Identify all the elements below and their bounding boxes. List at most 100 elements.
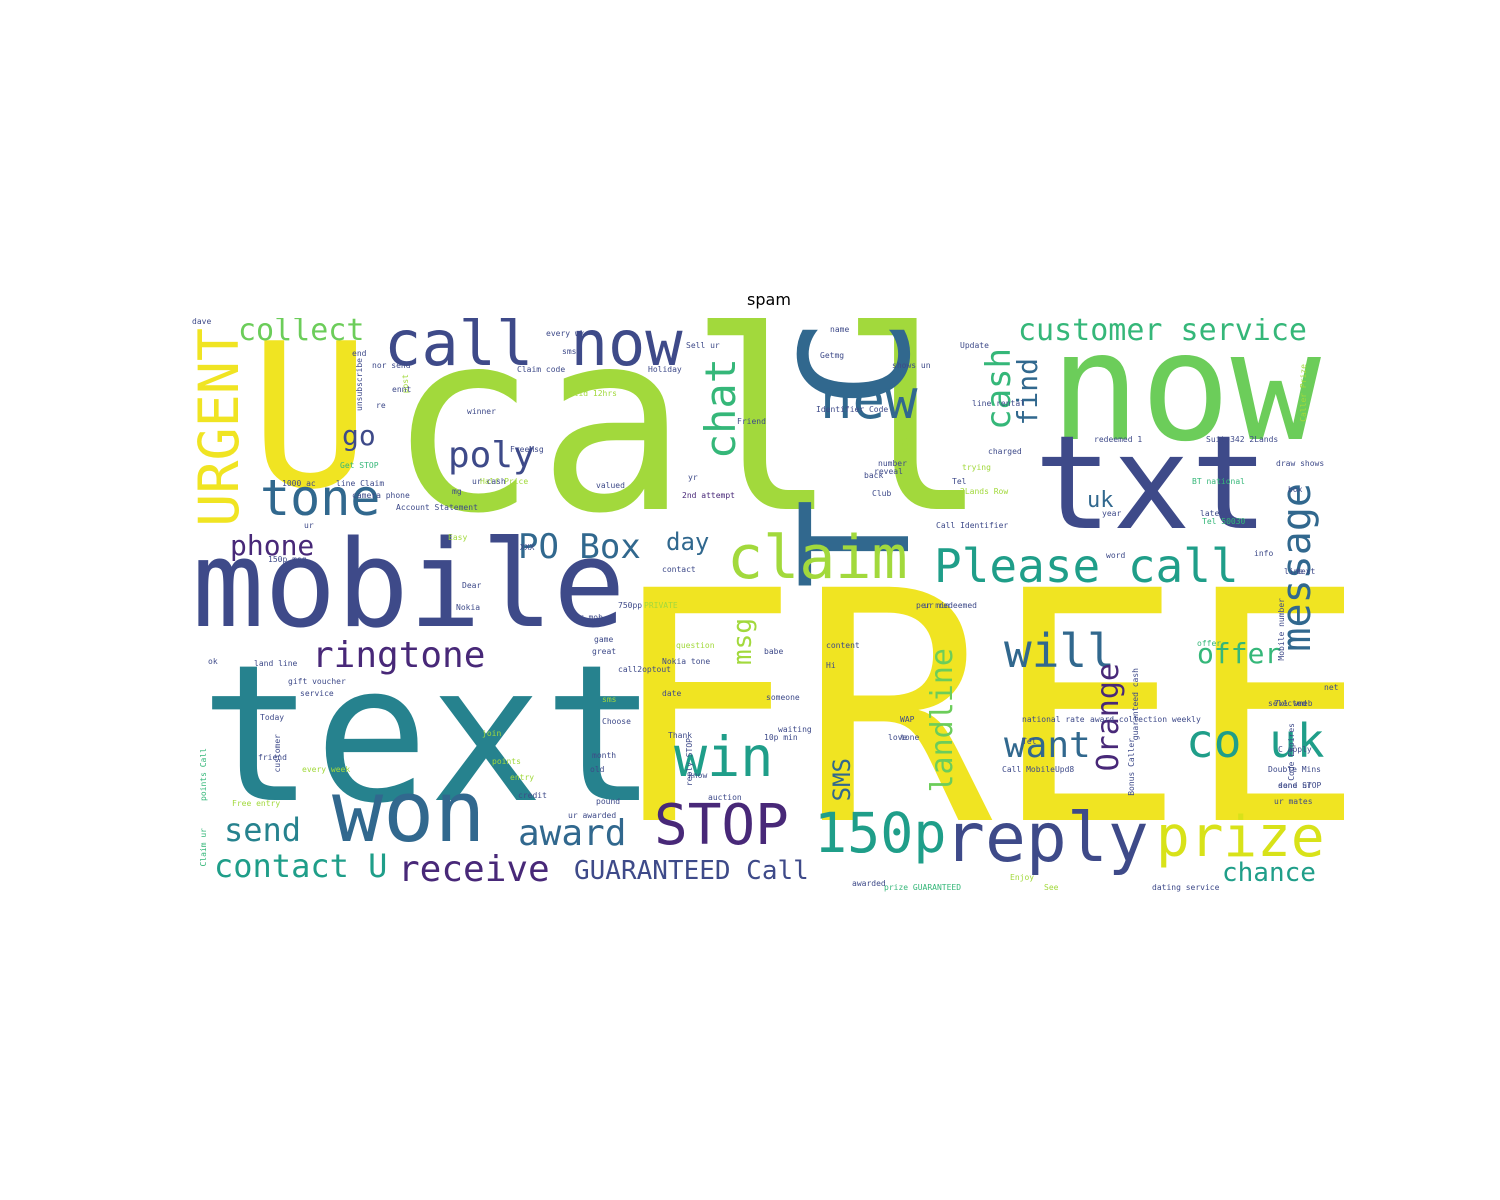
cloud-word: ur awarded	[568, 811, 617, 820]
cloud-word: Nokia	[456, 603, 481, 612]
cloud-word: Dear	[462, 581, 482, 590]
cloud-word: find	[1011, 358, 1044, 426]
cloud-word: reply	[944, 799, 1149, 878]
cloud-word: ur redeemed	[924, 601, 977, 610]
cloud-word: Nokia tone	[662, 657, 711, 666]
cloud-word: SMS	[828, 758, 856, 802]
cloud-word: day	[666, 528, 710, 556]
cloud-word: line rental	[972, 399, 1025, 408]
cloud-word: info	[1254, 549, 1274, 558]
cloud-word: 150p	[814, 801, 947, 865]
cloud-word: chance	[1222, 858, 1316, 888]
cloud-word: See	[1044, 883, 1059, 892]
cloud-word: Mobile number	[1277, 598, 1286, 661]
cloud-word: national rate	[1022, 715, 1085, 724]
cloud-word: nor send	[372, 361, 411, 370]
cloud-word: phone	[230, 529, 315, 562]
cloud-word: Club	[872, 489, 892, 498]
cloud-word: reveal	[874, 467, 903, 476]
cloud-word: URGENT	[192, 328, 251, 527]
figure-title: spam	[747, 290, 791, 309]
cloud-word: award collection weekly	[1090, 715, 1201, 724]
cloud-word: send STOP	[1278, 781, 1322, 790]
cloud-word: send	[224, 811, 302, 849]
cloud-word: content	[826, 641, 860, 650]
cloud-word: ur cash	[472, 477, 506, 486]
cloud-word: Today	[260, 713, 285, 722]
cloud-word: Getmg	[820, 351, 845, 360]
cloud-word: tone	[260, 469, 381, 527]
cloud-word: claim	[727, 523, 908, 593]
cloud-word: win	[674, 725, 774, 789]
cloud-word: text	[200, 624, 658, 845]
cloud-word: join	[482, 729, 502, 738]
cloud-word: Call MobileUpd8	[1002, 765, 1075, 774]
cloud-word: ennt	[392, 385, 412, 394]
cloud-word: co uk	[1186, 714, 1325, 768]
cloud-word: per min	[916, 601, 950, 610]
cloud-word: points Call	[199, 748, 208, 801]
cloud-word: latest	[1200, 509, 1229, 518]
cloud-word: Easy	[448, 533, 468, 542]
cloud-word: mobile	[192, 516, 626, 655]
cloud-word: sms	[602, 695, 617, 704]
cloud-word: trying	[962, 463, 991, 472]
cloud-word: receive	[398, 849, 550, 890]
cloud-word: offer	[1197, 637, 1282, 670]
cloud-word: Claim ur	[199, 828, 208, 867]
cloud-word: Choose	[602, 717, 631, 726]
cloud-word: Thank	[668, 731, 693, 740]
cloud-word: month	[592, 751, 617, 760]
cloud-word: now	[1050, 318, 1321, 475]
cloud-word: 2nd attempt	[682, 491, 735, 500]
cloud-word: re	[376, 401, 386, 410]
cloud-word: Half Price	[480, 477, 529, 486]
cloud-word: friend	[258, 753, 287, 762]
cloud-word: pound	[596, 797, 621, 806]
cloud-word: entry	[510, 773, 535, 782]
cloud-word: Friend	[737, 417, 766, 426]
cloud-word: Account Statement	[396, 503, 478, 512]
cloud-word: valued	[596, 481, 625, 490]
cloud-word: shows un	[892, 361, 931, 370]
cloud-word: Suite342 2Lands	[1206, 435, 1279, 444]
cloud-word: go	[342, 419, 376, 452]
cloud-word: ringtone	[312, 635, 486, 676]
cloud-word: want	[1004, 725, 1091, 766]
cloud-word: FREE	[607, 524, 1344, 894]
cloud-word: text	[1296, 567, 1316, 576]
cloud-word: BT national	[1192, 477, 1245, 486]
cloud-word: great	[592, 647, 617, 656]
cloud-word: ur	[304, 521, 314, 530]
cloud-word: call now	[384, 318, 683, 380]
cloud-word: will	[1004, 624, 1115, 678]
cloud-word: Holiday	[648, 365, 682, 374]
cloud-word: Sell ur	[686, 341, 720, 350]
cloud-word: txt	[1034, 407, 1269, 559]
cloud-word: offer	[1197, 639, 1222, 648]
cloud-word: 750pp	[618, 601, 643, 610]
cloud-word: love	[888, 733, 908, 742]
cloud-word: draw shows	[1276, 459, 1325, 468]
cloud-word: landline	[925, 648, 960, 793]
cloud-word: Bonus Caller	[1127, 738, 1136, 796]
cloud-word: dating service	[1152, 883, 1220, 892]
cloud-word: Claim code	[517, 365, 566, 374]
cloud-word: WAP	[900, 715, 915, 724]
cloud-word: old	[590, 765, 605, 774]
cloud-word: Double Mins	[1268, 765, 1321, 774]
cloud-word: redeemed 1	[1094, 435, 1143, 444]
cloud-word: STOP	[654, 793, 789, 858]
cloud-word: gift voucher	[288, 677, 346, 686]
cloud-word: word	[1106, 551, 1126, 560]
cloud-word: land line	[254, 659, 298, 668]
cloud-word: line	[1284, 567, 1304, 576]
cloud-word: tone	[900, 733, 920, 742]
cloud-word: customer service	[1018, 318, 1307, 348]
cloud-word: msg	[728, 618, 758, 665]
cloud-word: smsy	[562, 347, 582, 356]
cloud-word: new	[820, 368, 918, 431]
cloud-word: service	[300, 689, 334, 698]
cloud-word: collect	[238, 318, 365, 348]
cloud-word: 2Lands Row	[960, 487, 1009, 496]
